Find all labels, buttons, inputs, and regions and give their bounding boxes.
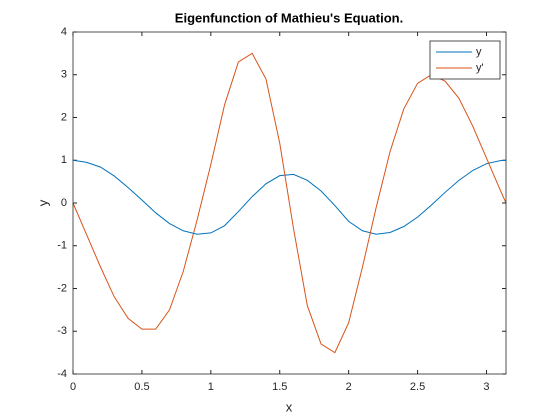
x-tick-label: 0: [70, 381, 76, 393]
y-axis-label: y: [35, 199, 50, 206]
y-tick-label: 3: [61, 69, 67, 81]
chart-title: Eigenfunction of Mathieu's Equation.: [175, 10, 403, 25]
x-axis-label: x: [286, 399, 293, 414]
x-tick-label: 0.5: [134, 381, 149, 393]
y-tick-label: -4: [57, 368, 67, 380]
y-tick-label: -3: [57, 325, 67, 337]
x-tick-label: 2.5: [410, 381, 425, 393]
legend-box: [429, 40, 501, 80]
y-tick-label: 0: [61, 197, 67, 209]
y-tick-label: -2: [57, 282, 67, 294]
x-tick-label: 1.5: [272, 381, 287, 393]
x-tick-label: 1: [208, 381, 214, 393]
x-tick-label: 3: [483, 381, 489, 393]
y-tick-label: 4: [61, 26, 67, 38]
y-tick-label: -1: [57, 240, 67, 252]
x-tick-label: 2: [346, 381, 352, 393]
y-tick-label: 2: [61, 111, 67, 123]
data-line: [72, 159, 507, 235]
y-tick-label: 1: [61, 154, 67, 166]
legend-label: y': [476, 62, 484, 74]
legend-label: y: [476, 46, 482, 58]
axes-box: [72, 31, 507, 375]
